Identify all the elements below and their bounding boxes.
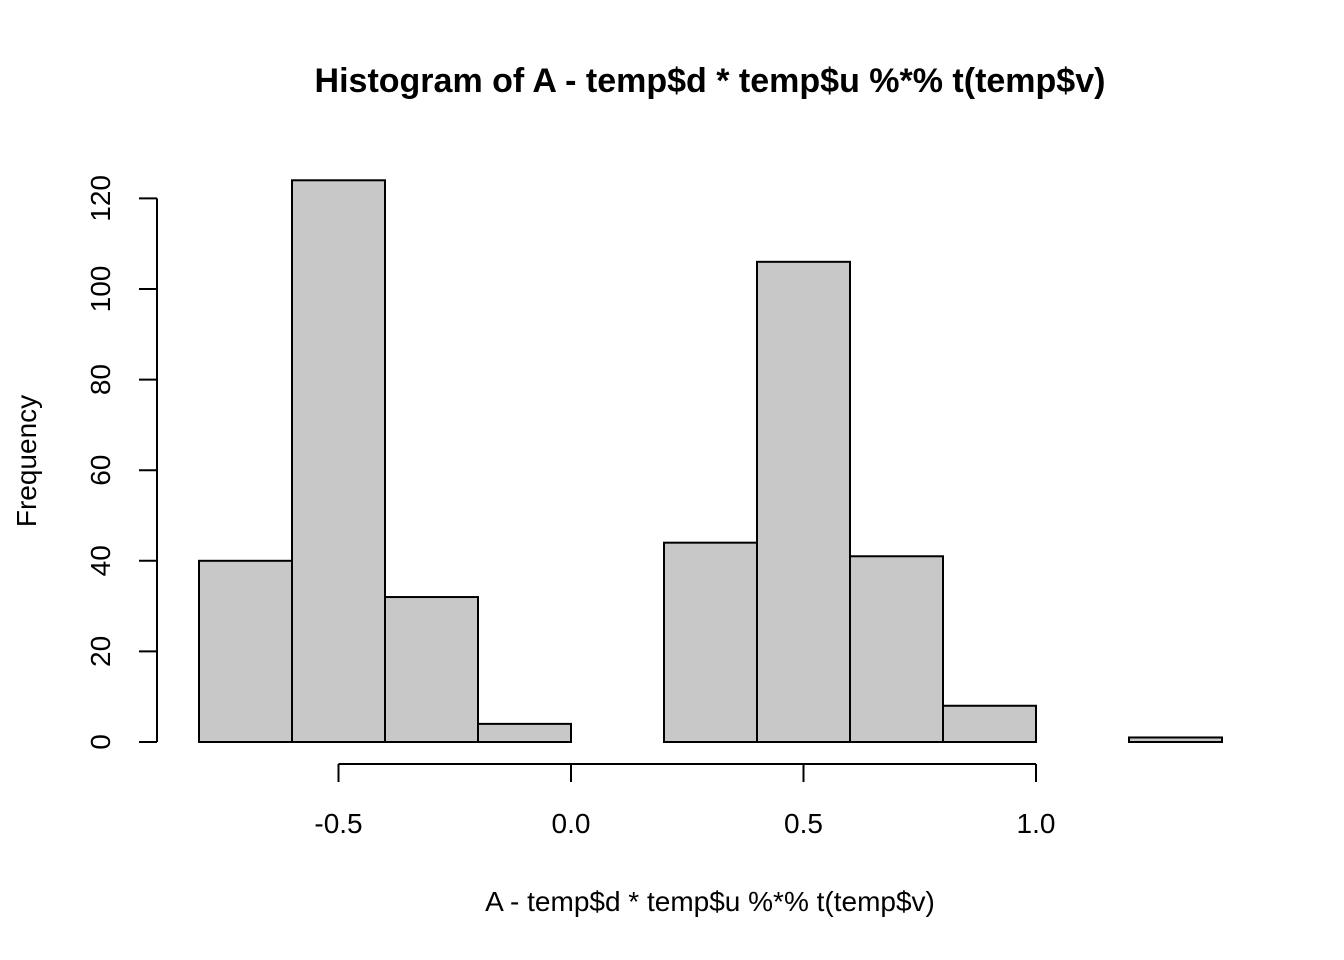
- y-tick-label-4: 80: [85, 364, 116, 395]
- y-tick-label-1: 20: [85, 636, 116, 667]
- y-axis-label: Frequency: [11, 395, 42, 527]
- histogram-bar-10: [1128, 736, 1223, 743]
- x-tick-label-3: 1.0: [1017, 808, 1056, 839]
- histogram-bar-1: [291, 179, 386, 743]
- histogram-bar-6: [756, 260, 851, 743]
- y-tick-label-3: 60: [85, 455, 116, 486]
- y-tick-label-5: 100: [85, 266, 116, 313]
- y-tick-label-2: 40: [85, 545, 116, 576]
- x-axis: -0.5 0.0 0.5 1.0: [314, 763, 1056, 839]
- histogram-bar-8: [942, 704, 1037, 744]
- histogram-bar-5: [663, 541, 758, 743]
- histogram-bar-3: [477, 722, 572, 744]
- x-tick-label-2: 0.5: [784, 808, 823, 839]
- y-tick-label-6: 120: [85, 175, 116, 222]
- histogram-bar-0: [198, 559, 293, 743]
- histogram-bar-7: [849, 555, 944, 744]
- x-tick-label-0: -0.5: [314, 808, 362, 839]
- y-axis: 0 20 40 60 80 100 120: [85, 175, 158, 750]
- x-axis-label: A - temp$d * temp$u %*% t(temp$v): [485, 886, 935, 917]
- histogram-bar-2: [384, 596, 479, 743]
- bars-group: [198, 179, 1223, 744]
- chart-title: Histogram of A - temp$d * temp$u %*% t(t…: [315, 62, 1106, 100]
- x-tick-label-1: 0.0: [552, 808, 591, 839]
- y-tick-label-0: 0: [85, 734, 116, 750]
